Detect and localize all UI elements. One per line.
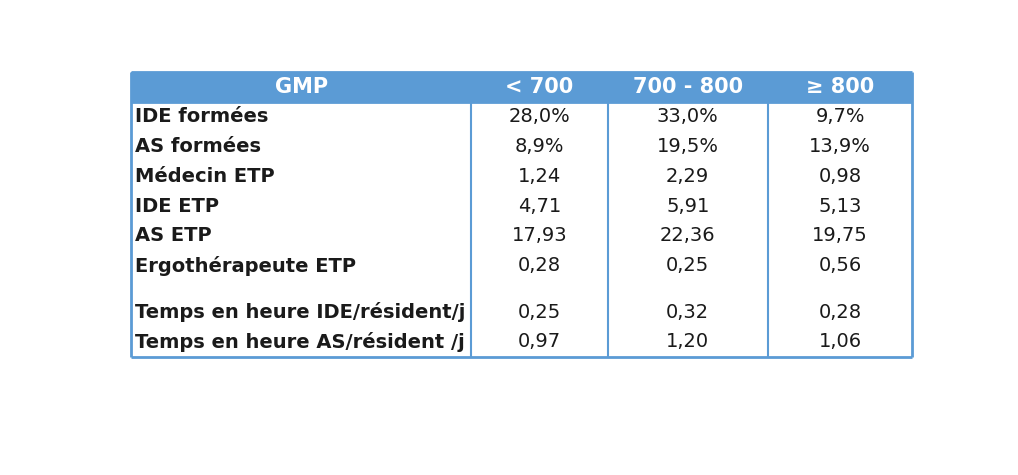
Text: IDE ETP: IDE ETP	[135, 197, 219, 216]
FancyBboxPatch shape	[131, 221, 912, 251]
Text: 33,0%: 33,0%	[657, 107, 719, 126]
Text: 5,91: 5,91	[666, 197, 710, 216]
Text: Temps en heure AS/résident /j: Temps en heure AS/résident /j	[135, 332, 465, 352]
Text: 9,7%: 9,7%	[815, 107, 864, 126]
FancyBboxPatch shape	[131, 72, 912, 102]
Text: 2,29: 2,29	[666, 167, 710, 186]
Text: AS ETP: AS ETP	[135, 227, 212, 246]
Text: 0,28: 0,28	[518, 256, 561, 275]
Text: 0,97: 0,97	[518, 332, 561, 352]
Text: 0,25: 0,25	[518, 303, 561, 322]
Text: Médecin ETP: Médecin ETP	[135, 167, 275, 186]
FancyBboxPatch shape	[131, 251, 912, 281]
FancyBboxPatch shape	[131, 327, 912, 357]
FancyBboxPatch shape	[131, 132, 912, 161]
FancyBboxPatch shape	[131, 297, 912, 327]
Text: AS formées: AS formées	[135, 137, 262, 156]
Text: 8,9%: 8,9%	[514, 137, 564, 156]
Text: < 700: < 700	[505, 76, 573, 96]
Text: 1,06: 1,06	[818, 332, 861, 352]
Text: 700 - 800: 700 - 800	[632, 76, 743, 96]
Text: 22,36: 22,36	[660, 227, 716, 246]
Text: 17,93: 17,93	[511, 227, 567, 246]
Text: 0,32: 0,32	[666, 303, 710, 322]
FancyBboxPatch shape	[131, 191, 912, 221]
FancyBboxPatch shape	[131, 281, 912, 297]
Text: 4,71: 4,71	[518, 197, 561, 216]
FancyBboxPatch shape	[131, 161, 912, 191]
Text: Temps en heure IDE/résident/j: Temps en heure IDE/résident/j	[135, 302, 465, 322]
Text: 0,28: 0,28	[818, 303, 861, 322]
Text: 0,56: 0,56	[818, 256, 861, 275]
Text: 5,13: 5,13	[818, 197, 861, 216]
Text: IDE formées: IDE formées	[135, 107, 269, 126]
Text: 28,0%: 28,0%	[508, 107, 570, 126]
Text: 19,75: 19,75	[812, 227, 868, 246]
Text: 1,20: 1,20	[666, 332, 710, 352]
FancyBboxPatch shape	[131, 102, 912, 132]
Text: 19,5%: 19,5%	[657, 137, 719, 156]
Text: 0,25: 0,25	[666, 256, 710, 275]
Text: ≥ 800: ≥ 800	[806, 76, 874, 96]
Text: GMP: GMP	[275, 76, 328, 96]
Text: 13,9%: 13,9%	[809, 137, 871, 156]
Text: 0,98: 0,98	[818, 167, 861, 186]
Text: 1,24: 1,24	[518, 167, 561, 186]
Text: Ergothérapeute ETP: Ergothérapeute ETP	[135, 256, 356, 276]
